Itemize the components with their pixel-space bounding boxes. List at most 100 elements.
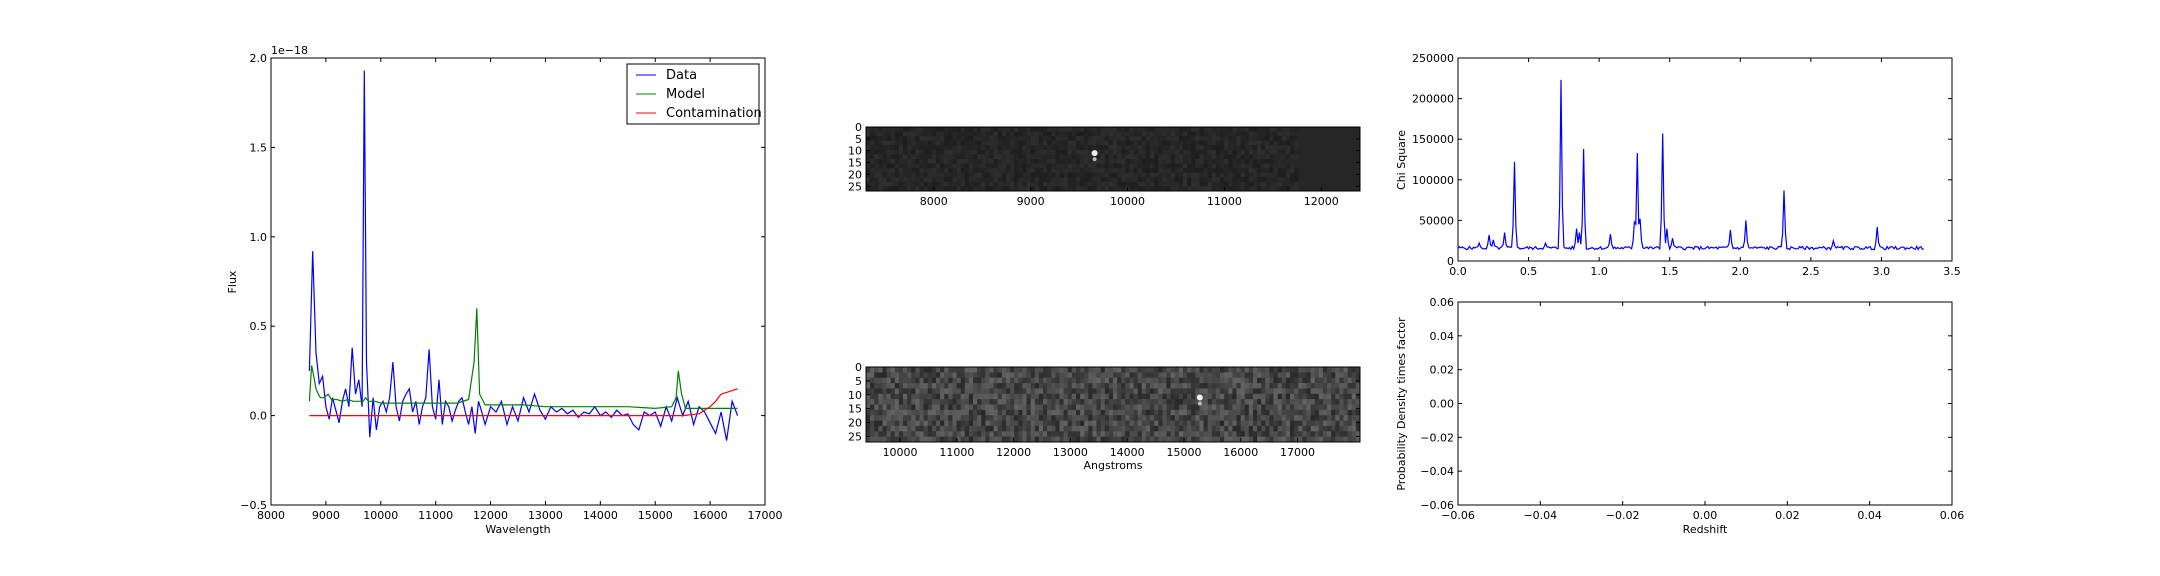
x-tick-label: 15000 <box>638 509 673 522</box>
bottom-2d-spectrum-panel: 10000 11000 12000 13000 14000 15000 16000 17000… <box>848 361 1361 472</box>
image-pixel <box>1018 415 1023 421</box>
image-pixel <box>1351 388 1357 395</box>
y-tick-label: 150000 <box>1412 133 1454 146</box>
image-pixel <box>927 154 933 160</box>
image-pixel <box>1322 431 1328 437</box>
y-tick-label: 100000 <box>1412 174 1454 187</box>
image-pixel <box>1022 177 1027 183</box>
image-pixel <box>1232 140 1237 146</box>
image-pixel <box>898 425 904 432</box>
image-pixel <box>936 149 941 155</box>
image-pixel <box>1084 127 1089 132</box>
image-pixel <box>1203 168 1208 173</box>
image-pixel <box>1022 409 1027 416</box>
image-pixel <box>1092 181 1097 187</box>
image-pixel <box>1088 404 1093 411</box>
image-pixel <box>952 372 957 379</box>
image-pixel <box>1071 420 1077 427</box>
image-pixel <box>1261 431 1266 437</box>
image-pixel <box>1285 393 1291 400</box>
image-pixel <box>1014 399 1019 405</box>
image-pixel <box>1043 425 1048 432</box>
image-pixel <box>936 136 941 141</box>
image-pixel <box>1273 425 1278 432</box>
image-pixel <box>1228 136 1233 141</box>
image-pixel <box>1080 159 1085 164</box>
image-pixel <box>1211 186 1217 192</box>
image-pixel <box>1347 404 1353 411</box>
image-pixel <box>1108 399 1114 405</box>
image-pixel <box>1187 377 1192 384</box>
image-pixel <box>973 404 978 411</box>
image-pixel <box>1174 388 1180 395</box>
image-pixel <box>1022 436 1027 443</box>
image-pixel <box>907 367 912 373</box>
image-pixel <box>1088 145 1093 151</box>
image-pixel <box>1137 154 1143 160</box>
image-pixel <box>1104 383 1110 389</box>
image-pixel <box>1129 140 1134 146</box>
image-pixel <box>1051 409 1056 416</box>
image-pixel <box>1240 388 1245 395</box>
image-pixel <box>973 388 978 395</box>
image-pixel <box>1125 181 1130 187</box>
image-pixel <box>927 136 933 141</box>
image-pixel <box>1211 404 1217 411</box>
image-pixel <box>1318 415 1324 421</box>
image-pixel <box>1170 383 1175 389</box>
image-pixel <box>1150 172 1155 178</box>
image-pixel <box>1339 404 1344 411</box>
image-pixel <box>1162 127 1167 132</box>
image-pixel <box>866 168 871 173</box>
image-pixel <box>1162 420 1167 427</box>
image-pixel <box>948 131 953 137</box>
image-pixel <box>997 420 1003 427</box>
image-pixel <box>907 404 912 411</box>
image-pixel <box>1113 154 1118 160</box>
image-pixel <box>1038 159 1044 164</box>
image-pixel <box>1038 415 1044 421</box>
image-pixel <box>1166 172 1171 178</box>
image-pixel <box>1150 383 1155 389</box>
image-pixel <box>989 383 994 389</box>
image-pixel <box>977 425 982 432</box>
image-pixel <box>931 168 937 173</box>
image-pixel <box>977 131 982 137</box>
image-pixel <box>886 383 891 389</box>
image-pixel <box>1076 154 1081 160</box>
image-pixel <box>907 159 912 164</box>
image-pixel <box>1071 372 1077 379</box>
image-pixel <box>952 172 957 178</box>
image-pixel <box>1145 159 1151 164</box>
image-pixel <box>1327 367 1332 373</box>
image-pixel <box>1281 367 1287 373</box>
image-pixel <box>948 377 953 384</box>
image-pixel <box>1244 399 1250 405</box>
image-pixel <box>1133 431 1138 437</box>
image-pixel <box>940 186 945 192</box>
image-pixel <box>1055 431 1060 437</box>
image-pixel <box>1298 372 1303 379</box>
image-pixel <box>940 159 945 164</box>
image-pixel <box>1121 409 1126 416</box>
image-pixel <box>1277 415 1283 421</box>
image-pixel <box>1253 145 1258 151</box>
y-tick-label: 250000 <box>1412 52 1454 65</box>
image-pixel <box>890 393 896 400</box>
image-pixel <box>915 367 920 373</box>
image-pixel <box>1059 136 1064 141</box>
image-pixel <box>1273 159 1278 164</box>
image-pixel <box>1253 186 1258 192</box>
image-pixel <box>1183 131 1188 137</box>
image-pixel <box>882 149 887 155</box>
image-pixel <box>1170 415 1175 421</box>
image-pixel <box>1178 136 1184 141</box>
image-pixel <box>1055 181 1060 187</box>
image-pixel <box>1224 186 1229 192</box>
image-pixel <box>1207 367 1213 373</box>
y-tick-label: 0.5 <box>250 320 268 333</box>
image-pixel <box>1145 140 1151 146</box>
image-pixel <box>907 399 912 405</box>
image-pixel <box>1145 393 1151 400</box>
image-pixel <box>1285 383 1291 389</box>
